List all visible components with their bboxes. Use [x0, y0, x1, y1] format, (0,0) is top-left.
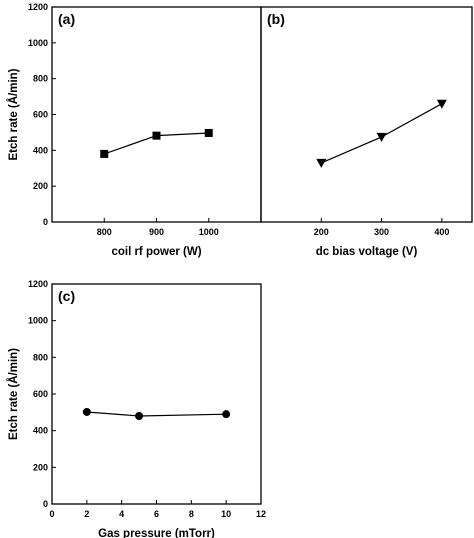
data-point	[152, 131, 161, 140]
y-axis-title: Etch rate (Å/min)	[7, 348, 20, 440]
panel-label: (b)	[267, 11, 285, 27]
data-point	[316, 158, 327, 168]
y-tick-label: 1200	[28, 279, 48, 289]
data-point	[204, 128, 213, 137]
y-tick-label: 200	[33, 181, 48, 191]
chart-panel-3: (c) 0 200 400 600 800 1000 1200 0 2 4 6 8 10 12 Gas pre…	[7, 279, 266, 538]
y-tick-label: 1200	[28, 2, 48, 12]
plot-frame	[51, 6, 262, 223]
panel-label: (a)	[58, 11, 75, 27]
chart-panel-1: (a) 0 200 400 600 800 1000 1200 800 900 1000 coil r…	[7, 2, 262, 258]
x-tick-label: 6	[154, 509, 159, 519]
x-axis-title: dc bias voltage (V)	[316, 246, 418, 258]
y-tick-label: 0	[43, 217, 48, 227]
data-point	[135, 412, 144, 420]
x-axis-title: coil rf power (W)	[111, 246, 201, 258]
data-point	[82, 407, 91, 416]
x-tick-label: 12	[256, 509, 266, 519]
plot-frame	[260, 6, 473, 223]
x-tick-label: 4	[119, 509, 124, 519]
y-tick-label: 200	[33, 462, 48, 472]
x-tick-label: 1000	[199, 227, 219, 237]
x-tick-label: 800	[97, 227, 112, 237]
data-point	[100, 149, 109, 158]
data-point	[222, 410, 231, 419]
y-tick-label: 400	[33, 426, 48, 436]
x-tick-label: 200	[314, 227, 329, 237]
y-tick-label: 1000	[28, 316, 48, 326]
y-tick-label: 0	[43, 499, 48, 509]
y-tick-label: 800	[33, 74, 48, 84]
y-tick-label: 800	[33, 352, 48, 362]
data-point	[376, 132, 387, 142]
x-tick-label: 2	[84, 509, 89, 519]
x-tick-label: 300	[374, 227, 389, 237]
x-tick-label: 900	[149, 227, 164, 237]
series-line	[86, 411, 227, 417]
chart-panel-2: (b) 200 300 400 dc bias voltage (V)	[260, 6, 473, 258]
x-tick-label: 0	[49, 509, 54, 519]
panel-label: (c)	[58, 288, 75, 304]
y-tick-label: 400	[33, 145, 48, 155]
x-tick-label: 400	[434, 227, 449, 237]
y-tick-label: 600	[33, 389, 48, 399]
y-tick-label: 1000	[28, 38, 48, 48]
y-axis-title: Etch rate (Å/min)	[7, 68, 20, 160]
x-tick-label: 8	[189, 509, 194, 519]
y-tick-label: 600	[33, 110, 48, 120]
data-point	[436, 99, 447, 109]
x-tick-label: 10	[221, 509, 231, 519]
plot-frame	[51, 283, 262, 505]
x-axis-title: Gas pressure (mTorr)	[98, 528, 215, 538]
